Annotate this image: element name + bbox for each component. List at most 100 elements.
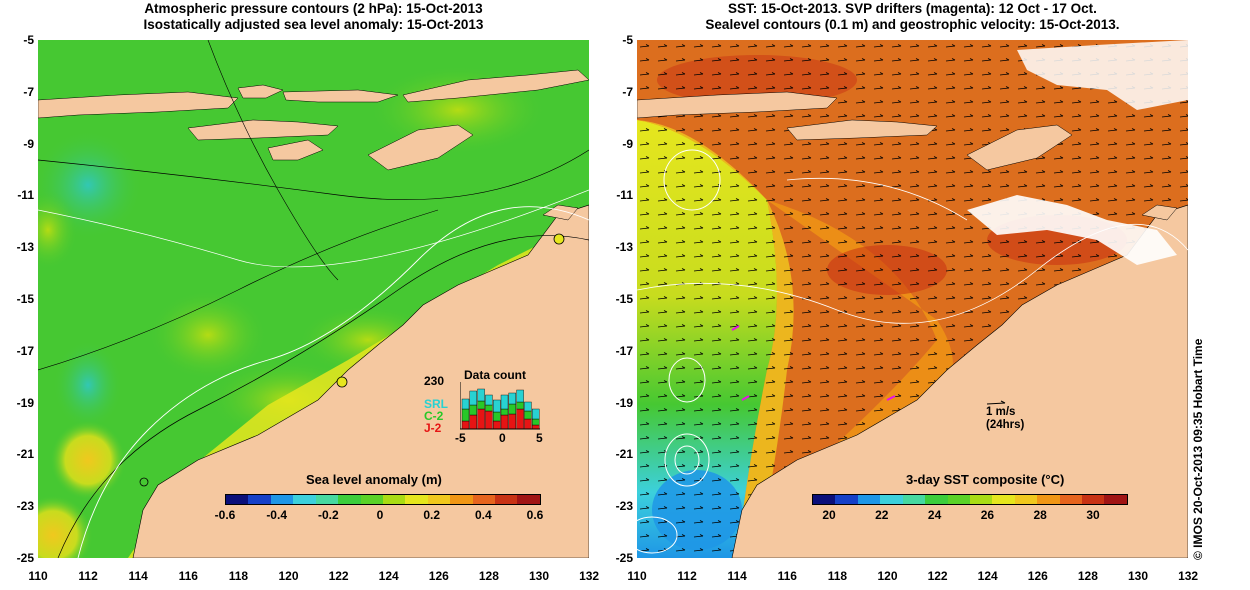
colorbar-segment [427,495,451,504]
latitude-tick-label: -7 [23,84,34,99]
data-count-bar [516,408,524,430]
data-count-bar [531,418,540,426]
latitude-tick-label: -5 [622,33,633,47]
latitude-tick-label: -11 [616,188,633,203]
colorbar-segment [1104,495,1127,504]
colorbar-segment [405,495,428,504]
data-count-title: Data count [464,368,527,382]
sumbawa-flores-island [187,119,339,141]
data-count-bar [531,408,540,420]
longitude-tick-label: 132 [1178,569,1199,583]
colorbar-segment [495,495,518,504]
colorbar-segment [857,495,881,504]
longitude-tick-label: 126 [428,569,449,583]
data-count-bar [477,388,485,402]
latitude-tick-label: -7 [622,84,633,99]
colorbar-tick-label: 0 [376,508,384,522]
sealevel-contour [637,516,678,554]
latitude-tick-label: -25 [615,551,633,565]
data-count-bar [461,420,470,430]
colorbar-tick-label: -0.2 [317,508,339,522]
svp-drifter-track [741,395,750,401]
cloud-gap [967,195,1177,265]
pressure-contour [38,149,589,201]
colorbar-segment [1059,495,1083,504]
velocity-scale-line1: 1 m/s [986,406,1016,418]
sealevel-contour [664,433,710,487]
longitude-tick-label: 110 [627,569,647,583]
colorbar-tick-label: 0.6 [526,508,544,522]
latitude-tick-label: -17 [615,343,633,358]
right-title: SST: 15-Oct-2013. SVP drifters (magenta)… [637,1,1188,33]
ssla-high-anomaly-blob [148,290,268,380]
latitude-tick-label: -23 [615,499,633,514]
sumba-island [267,139,324,161]
sst-map [637,40,1188,558]
tide-gauge-marker [553,233,565,245]
small-island [1141,204,1178,221]
latitude-tick-label: -15 [16,292,34,306]
colorbar-segment [517,495,540,504]
colorbar-tick-label: 24 [927,508,942,522]
colorbar-segment [472,495,496,504]
latitude-tick-label: -13 [16,240,34,255]
velocity-scale-arrow [986,402,1006,405]
longitude-tick-label: 116 [777,569,797,583]
latitude-tick-label: -21 [16,447,34,462]
sealevel-contour [637,223,1188,324]
ssla-map [38,40,589,558]
ssla-high-anomaly-blob [50,420,126,500]
data-count-xtick: 5 [536,431,543,445]
tide-gauge-marker [139,477,149,487]
longitude-tick-label: 122 [328,569,349,583]
left-colorbar [225,494,541,505]
data-count-bar [477,400,485,410]
latitude-tick-label: -17 [16,343,34,358]
velocity-scale-label: 1 m/s (24hrs) [986,406,1024,432]
satellite-j2: J-2 [424,421,442,435]
velocity-scale-line2: (24hrs) [986,419,1025,431]
colorbar-segment [1014,495,1038,504]
left-title: Atmospheric pressure contours (2 hPa): 1… [38,1,589,33]
longitude-tick-label: 128 [1077,569,1098,583]
svp-drifter-track [886,395,896,401]
colorbar-segment [947,495,970,504]
longitude-tick-label: 112 [78,569,98,583]
data-count-bar [469,414,478,430]
colorbar-segment [813,495,836,504]
data-count-bar [508,403,516,415]
latitude-tick-label: -11 [17,188,34,203]
latitude-tick-label: -15 [615,292,633,306]
latitude-tick-label: -23 [16,499,34,514]
longitude-tick-label: 124 [378,569,399,583]
bathymetry-contour [38,189,589,268]
svp-drifter-track [731,325,740,331]
data-count-bar [516,389,524,403]
sealevel-contour [663,149,721,211]
data-count-bar [524,401,532,412]
longitude-tick-label: 114 [727,569,747,583]
colorbar-tick-label: 0.2 [423,508,440,522]
longitude-tick-label: 120 [278,569,299,583]
latitude-tick-label: -21 [615,447,633,462]
bali-island [237,84,284,99]
data-count-xtick: -5 [455,431,466,445]
latitude-tick-label: -9 [23,136,34,151]
right-title-line2: Sealevel contours (0.1 m) and geostrophi… [705,17,1120,32]
imos-credit: © IMOS 20-Oct-2013 09:35 Hobart Time [1191,338,1205,560]
data-count-bar [461,398,470,410]
sealevel-contour [668,357,706,403]
longitude-tick-label: 120 [877,569,898,583]
right-colorbar [812,494,1128,505]
latitude-tick-label: -13 [615,240,633,255]
colorbar-segment [338,495,361,504]
longitude-tick-label: 118 [228,569,249,583]
data-count-bar [500,408,509,416]
latitude-tick-label: -9 [622,136,633,151]
longitude-tick-label: 110 [28,569,48,583]
colorbar-segment [226,495,249,504]
colorbar-segment [902,495,926,504]
pressure-contour [57,235,589,558]
colorbar-segment [835,495,858,504]
data-count-bars [461,388,540,430]
